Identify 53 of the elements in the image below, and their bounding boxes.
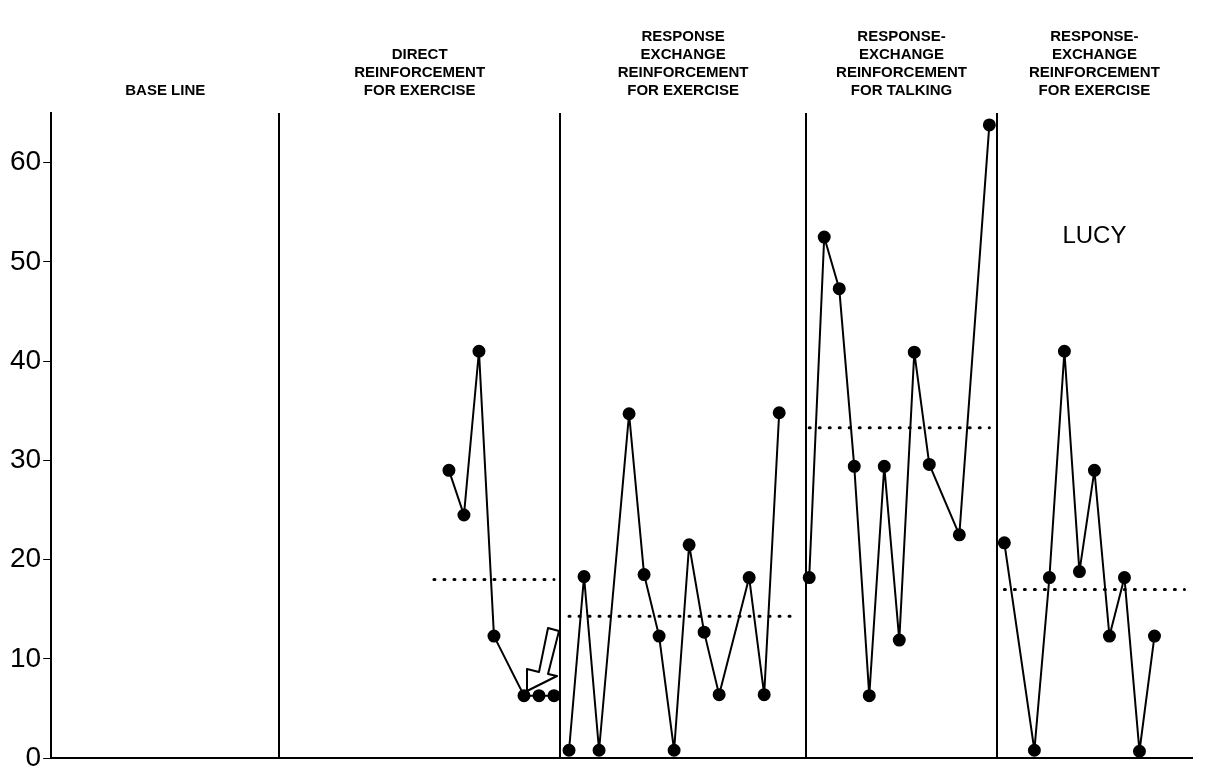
point — [667, 743, 681, 757]
y-tick-label: 40 — [9, 343, 42, 375]
point — [1147, 629, 1161, 643]
point — [982, 118, 996, 132]
text: RESPONSE EXCHANGE REINFORCEMENT FOR EXERCISE — [617, 27, 749, 98]
point — [517, 689, 531, 703]
point — [1027, 743, 1041, 757]
point — [832, 282, 846, 296]
point — [997, 536, 1011, 550]
point — [952, 528, 966, 542]
point — [472, 344, 486, 358]
point — [532, 689, 546, 703]
y-tick-label: 50 — [9, 244, 42, 276]
y-tick-label: 30 — [9, 443, 42, 475]
point — [1117, 571, 1131, 585]
y-tick-label: 20 — [9, 542, 42, 574]
point — [757, 688, 771, 702]
point — [907, 345, 921, 359]
point — [592, 743, 606, 757]
point — [892, 633, 906, 647]
point — [847, 459, 861, 473]
point — [547, 689, 561, 703]
point — [562, 743, 576, 757]
text: DIRECT REINFORCEMENT FOR EXERCISE — [354, 45, 486, 98]
point — [457, 508, 471, 522]
point — [682, 538, 696, 552]
point — [652, 629, 666, 643]
point — [487, 629, 501, 643]
point — [817, 230, 831, 244]
y-tick-label: 0 — [25, 740, 42, 772]
point — [742, 571, 756, 585]
annotation: LUCY — [1062, 221, 1127, 248]
point — [577, 570, 591, 584]
point — [622, 407, 636, 421]
text: BASE LINE — [125, 81, 206, 98]
text: RESPONSE- EXCHANGE REINFORCEMENT FOR EXERCISE — [1029, 27, 1160, 98]
y-tick-label: 60 — [9, 145, 42, 177]
point — [1132, 744, 1146, 758]
point — [697, 625, 711, 639]
point — [1087, 463, 1101, 477]
point — [922, 457, 936, 471]
y-tick-label: 10 — [9, 641, 42, 673]
point — [712, 688, 726, 702]
text: RESPONSE- EXCHANGE REINFORCEMENT FOR TALKING — [836, 27, 967, 98]
point — [1042, 571, 1056, 585]
point — [862, 689, 876, 703]
point — [1057, 344, 1071, 358]
point — [1102, 629, 1116, 643]
point — [772, 406, 786, 420]
point — [877, 459, 891, 473]
point — [637, 568, 651, 582]
point — [1072, 565, 1086, 579]
point — [442, 463, 456, 477]
